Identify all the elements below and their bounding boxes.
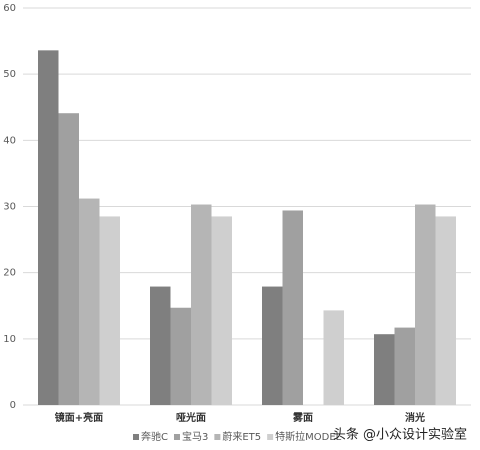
bar: [415, 204, 436, 405]
y-tick-label: 20: [3, 268, 16, 279]
bar: [150, 286, 171, 405]
x-tick-label: 哑光面: [176, 411, 206, 424]
legend-swatch: [173, 434, 180, 440]
legend-swatch: [214, 434, 221, 440]
legend-label: 特斯拉MODEL: [275, 430, 342, 443]
watermark: 头条 @小众设计实验室: [333, 427, 467, 443]
y-tick-label: 30: [3, 202, 16, 213]
bar: [323, 310, 344, 405]
x-tick-label: 消光: [405, 411, 425, 424]
y-tick-label: 60: [3, 3, 16, 14]
y-tick-label: 40: [3, 135, 16, 146]
bar: [435, 216, 456, 405]
bar: [99, 216, 120, 405]
bar: [170, 307, 191, 405]
legend-label: 奔驰C: [141, 430, 168, 443]
legend-label: 宝马3: [182, 430, 208, 443]
bar: [58, 113, 79, 405]
bar: [79, 198, 100, 405]
bar: [191, 204, 212, 405]
x-tick-label: 镜面+亮面: [55, 411, 103, 424]
y-tick-label: 0: [10, 400, 16, 411]
bar: [282, 210, 303, 405]
bar: [262, 286, 283, 405]
y-tick-label: 50: [3, 69, 16, 80]
bar: [374, 334, 395, 405]
legend-swatch: [133, 434, 139, 440]
x-tick-label: 雾面: [292, 412, 313, 424]
bar: [38, 50, 59, 405]
bar: [394, 327, 415, 405]
legend-label: 蔚来ET5: [222, 431, 261, 443]
legend-swatch: [267, 434, 274, 440]
y-tick-label: 10: [3, 334, 16, 345]
bar: [211, 216, 232, 405]
